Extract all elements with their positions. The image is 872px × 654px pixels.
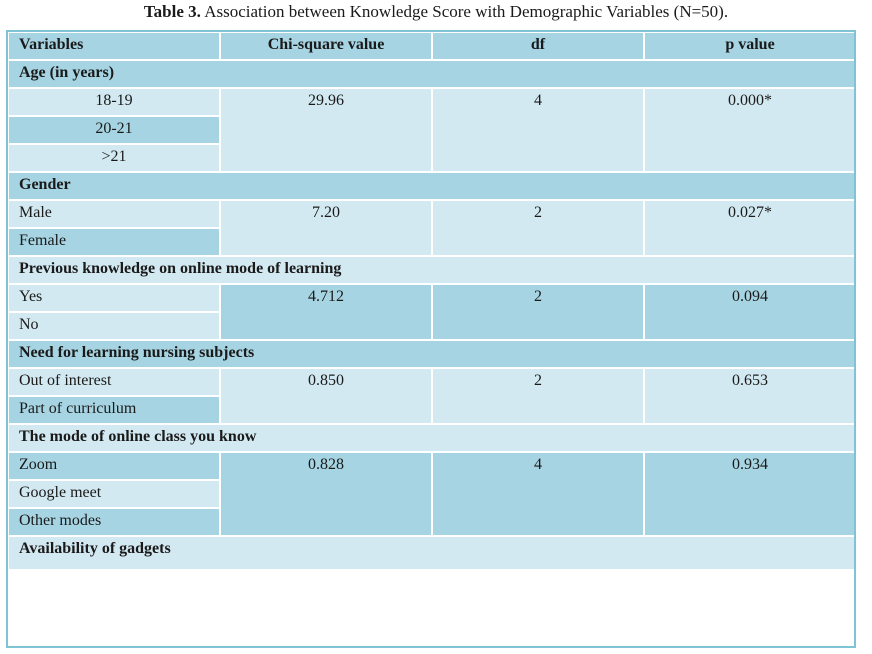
table-row: Female — [7, 227, 856, 257]
section-row-previous-knowledge: Previous knowledge on online mode of lea… — [7, 255, 857, 285]
table-row: Male 7.20 2 0.027* — [7, 199, 857, 257]
variable-cell: No — [7, 311, 221, 341]
df-cell: 2 — [431, 367, 645, 425]
section-row-need-for-learning: Need for learning nursing subjects — [7, 339, 857, 369]
header-chi-square: Chi-square value — [219, 31, 433, 61]
table-row: Yes 4.712 2 0.094 — [7, 283, 857, 341]
table-row: >21 — [7, 143, 856, 173]
table-caption-label: Table 3. — [143, 2, 201, 21]
p-value-cell: 0.934 — [643, 451, 857, 537]
chi-square-cell: 0.828 — [219, 451, 433, 537]
section-row-gender: Gender — [7, 171, 857, 201]
section-title: Need for learning nursing subjects — [7, 339, 857, 369]
table-row: Other modes — [7, 507, 856, 537]
variable-cell: Out of interest — [7, 367, 221, 397]
df-cell: 4 — [431, 87, 645, 173]
chi-square-cell: 29.96 — [219, 87, 433, 173]
p-value-cell: 0.000* — [643, 87, 857, 173]
section-title: The mode of online class you know — [7, 423, 857, 453]
table-row: 18-19 29.96 4 0.000* — [7, 87, 857, 173]
df-cell: 2 — [431, 199, 645, 257]
df-cell: 2 — [431, 283, 645, 341]
p-value-cell: 0.094 — [643, 283, 857, 341]
section-row-online-class-mode: The mode of online class you know — [7, 423, 857, 453]
table-row: Zoom 0.828 4 0.934 — [7, 451, 857, 537]
variable-cell: Part of curriculum — [7, 395, 221, 425]
variable-cell: >21 — [7, 143, 221, 173]
table-caption: Table 3. Association between Knowledge S… — [0, 2, 872, 22]
section-title: Gender — [7, 171, 857, 201]
header-variables: Variables — [7, 31, 221, 61]
variable-cell: Male — [7, 199, 221, 229]
p-value-cell: 0.653 — [643, 367, 857, 425]
df-cell: 4 — [431, 451, 645, 537]
p-value-cell: 0.027* — [643, 199, 857, 257]
variable-cell: Yes — [7, 283, 221, 313]
header-df: df — [431, 31, 645, 61]
chi-square-cell: 0.850 — [219, 367, 433, 425]
variable-cell: 18-19 — [7, 87, 221, 117]
header-p-value: p value — [643, 31, 857, 61]
section-title: Age (in years) — [7, 59, 857, 89]
section-title: Availability of gadgets — [7, 535, 857, 571]
chi-square-cell: 7.20 — [219, 199, 433, 257]
variable-cell: Zoom — [7, 451, 221, 481]
section-row-gadgets: Availability of gadgets — [7, 535, 857, 571]
table-row: No — [7, 311, 856, 341]
variable-cell: 20-21 — [7, 115, 221, 145]
table-row: Part of curriculum — [7, 395, 856, 425]
table-row: Out of interest 0.850 2 0.653 — [7, 367, 857, 425]
section-title: Previous knowledge on online mode of lea… — [7, 255, 857, 285]
association-table: Variables Chi-square value df p value Ag… — [7, 31, 857, 571]
variable-cell: Google meet — [7, 479, 221, 509]
table-row: Google meet — [7, 479, 856, 509]
chi-square-cell: 4.712 — [219, 283, 433, 341]
variable-cell: Female — [7, 227, 221, 257]
table-row: 20-21 — [7, 115, 856, 145]
section-row-age: Age (in years) — [7, 59, 857, 89]
header-row: Variables Chi-square value df p value — [7, 31, 857, 61]
variable-cell: Other modes — [7, 507, 221, 537]
table-caption-text: Association between Knowledge Score with… — [200, 2, 729, 21]
